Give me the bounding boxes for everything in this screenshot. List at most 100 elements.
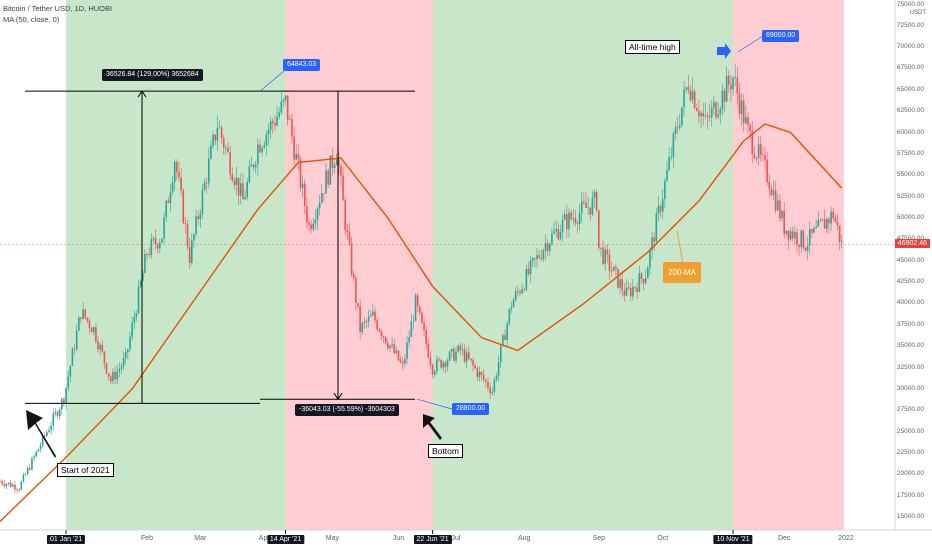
candle (644, 269, 647, 285)
candle-body (791, 231, 794, 239)
candle-body (393, 344, 396, 353)
candle (210, 140, 212, 160)
candle-body (499, 345, 502, 363)
candle (1, 479, 3, 487)
candle-body (167, 200, 170, 203)
candle-body (597, 210, 600, 248)
candle-body (355, 277, 357, 303)
candle-body (740, 100, 743, 114)
candle (408, 330, 410, 348)
candle (706, 112, 709, 130)
candle (734, 63, 736, 87)
candle (704, 102, 707, 120)
candle (269, 116, 272, 140)
candle-body (759, 144, 762, 155)
candle-body (493, 379, 496, 392)
candle-body (514, 291, 517, 300)
candle-body (297, 154, 300, 160)
candle-body (566, 214, 568, 230)
candle (301, 175, 304, 198)
candle-body (129, 336, 131, 350)
candle-body (706, 115, 709, 117)
candle (9, 479, 12, 488)
candle (804, 246, 807, 253)
candle-body (299, 159, 302, 188)
candle (727, 70, 730, 93)
candle-body (421, 312, 423, 323)
candle (297, 144, 300, 171)
candle (678, 113, 681, 131)
candle (666, 161, 668, 183)
candle-body (685, 87, 687, 90)
time-tick-label: Sep (592, 535, 606, 542)
bottom-price-label: 28800.00 (452, 403, 490, 415)
candle-body (56, 411, 59, 416)
candle-body (691, 91, 694, 100)
candle-body (220, 127, 223, 138)
candle (580, 191, 583, 223)
candle-body (380, 331, 383, 337)
candle-body (263, 145, 266, 148)
candle-body (180, 177, 182, 191)
candle-body (97, 341, 99, 350)
candle-body (408, 337, 410, 343)
candle (602, 241, 604, 266)
candle (745, 105, 747, 125)
candle-body (67, 376, 69, 388)
candle-body (523, 289, 526, 290)
candle (715, 100, 717, 120)
candle-body (629, 288, 632, 297)
candle-body (700, 112, 702, 117)
candle-body (120, 366, 123, 369)
candle (193, 232, 195, 248)
candle-body (280, 101, 283, 113)
candle (107, 373, 110, 381)
candle (536, 248, 538, 268)
candle (318, 194, 321, 216)
candle (248, 159, 251, 184)
candle-body (634, 286, 636, 288)
candle (118, 362, 121, 378)
candle-body (33, 456, 35, 459)
candle (725, 66, 728, 102)
candle-body (536, 255, 538, 259)
candle-body (320, 193, 323, 203)
candle (167, 196, 170, 204)
candle (316, 205, 319, 230)
candle-body (169, 192, 172, 203)
candle-body (785, 230, 788, 234)
candle (664, 178, 666, 208)
candle (333, 161, 336, 174)
candle (180, 167, 182, 196)
candle-body (267, 129, 270, 135)
candle-body (538, 255, 540, 258)
candle-body (749, 124, 751, 131)
candle (508, 308, 511, 326)
candle-body (423, 322, 425, 331)
measure-up-arrowhead (137, 90, 147, 98)
candle-body (836, 221, 839, 226)
candle-body (653, 237, 656, 242)
measure-down-arrowhead (333, 392, 343, 401)
candle-body (736, 77, 739, 94)
candle (425, 325, 427, 350)
candle (636, 282, 638, 300)
candle-body (497, 362, 500, 376)
candle (214, 133, 217, 146)
candle-body (248, 166, 251, 183)
candle (832, 207, 835, 222)
candle-body (587, 207, 589, 209)
candle-body (361, 322, 364, 333)
candle-body (367, 316, 370, 322)
price-tick-top: 75000.00 (896, 1, 924, 8)
candle-body (698, 110, 700, 117)
candle (446, 357, 449, 372)
candle (201, 183, 204, 220)
candle-body (495, 375, 498, 380)
price-tick-label: 25000.00 (896, 427, 924, 435)
candle-body (776, 200, 779, 211)
candle-body (815, 226, 817, 228)
candle-body (480, 371, 483, 375)
